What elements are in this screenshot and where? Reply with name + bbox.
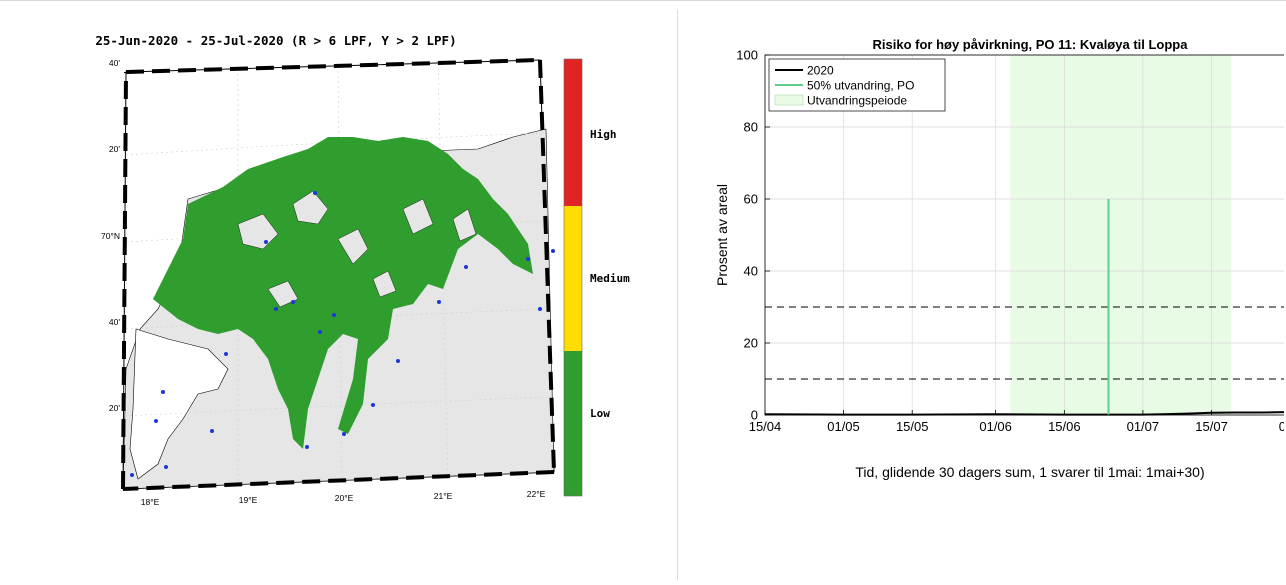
lon-label: 18°E [141, 497, 160, 507]
legend-label: Utvandringspeiode [807, 94, 907, 108]
chart-title: Risiko for høy påvirkning, PO 11: Kvaløy… [873, 37, 1189, 52]
colorbar-label-medium: Medium [590, 272, 630, 285]
sw-sea [129, 328, 229, 480]
lat-label: 40' [109, 317, 120, 327]
lat-label: 40' [109, 58, 120, 68]
colorbar-medium [564, 206, 582, 351]
colorbar-label-low: Low [590, 407, 610, 420]
y-tick-label: 80 [744, 120, 758, 135]
x-tick-label: 01/07 [1127, 419, 1160, 434]
axes-box [764, 54, 1286, 416]
colorbar-label-high: High [590, 128, 617, 141]
x-tick-label: 15/06 [1048, 419, 1081, 434]
y-tick-label: 40 [744, 264, 758, 279]
lat-label: 20' [109, 403, 120, 413]
legend-swatch [774, 94, 804, 106]
x-tick-label: 01/05 [827, 419, 860, 434]
low-risk-area [153, 137, 533, 449]
x-tick-label: 15/05 [896, 419, 929, 434]
colorbar: High Medium Low [563, 58, 630, 497]
y-tick-label: 20 [744, 336, 758, 351]
lon-label: 20°E [335, 493, 354, 503]
x-tick-label: 15/04 [749, 419, 782, 434]
lon-label: 19°E [239, 495, 258, 505]
map-axis-labels: 18°E 19°E 20°E 21°E 22°E 40' 20' 70°N 40… [101, 58, 546, 507]
chart-panel: Risiko for høy påvirkning, PO 11: Kvaløy… [679, 9, 1286, 580]
lat-label: 70°N [101, 231, 120, 241]
x-tick-label: 01/06 [979, 419, 1012, 434]
x-tick-label: 01/08 [1279, 419, 1284, 434]
map-title: 25-Jun-2020 - 25-Jul-2020 (R > 6 LPF, Y … [95, 33, 456, 48]
y-tick-label: 100 [736, 48, 758, 63]
y-axis-label: Prosent av areal [714, 184, 730, 286]
risk-chart: Risiko for høy påvirkning, PO 11: Kvaløy… [714, 37, 1286, 480]
colorbar-high [564, 59, 582, 206]
legend-label: 50% utvandring, PO [807, 79, 914, 93]
legend-label: 2020 [807, 64, 834, 78]
plot-area: 15/04 01/05 15/05 01/06 15/06 01/07 15/07 01/08… [736, 48, 1286, 434]
y-tick-label: 0 [751, 408, 758, 423]
lon-label: 21°E [434, 491, 453, 501]
lon-label: 22°E [527, 489, 546, 499]
x-tick-label: 15/07 [1195, 419, 1228, 434]
map-area [121, 58, 556, 491]
shaded-period [1010, 55, 1232, 415]
y-tick-label: 60 [744, 192, 758, 207]
map-border-ticks [121, 58, 556, 491]
station-dots [130, 191, 555, 477]
risk-map: 25-Jun-2020 - 25-Jul-2020 (R > 6 LPF, Y … [95, 33, 630, 507]
islands [237, 190, 477, 308]
x-axis-label: Tid, glidende 30 dagers sum, 1 svarer ti… [855, 464, 1204, 480]
map-panel: 25-Jun-2020 - 25-Jul-2020 (R > 6 LPF, Y … [8, 9, 678, 580]
colorbar-low [564, 351, 582, 496]
lat-label: 20' [109, 144, 120, 154]
